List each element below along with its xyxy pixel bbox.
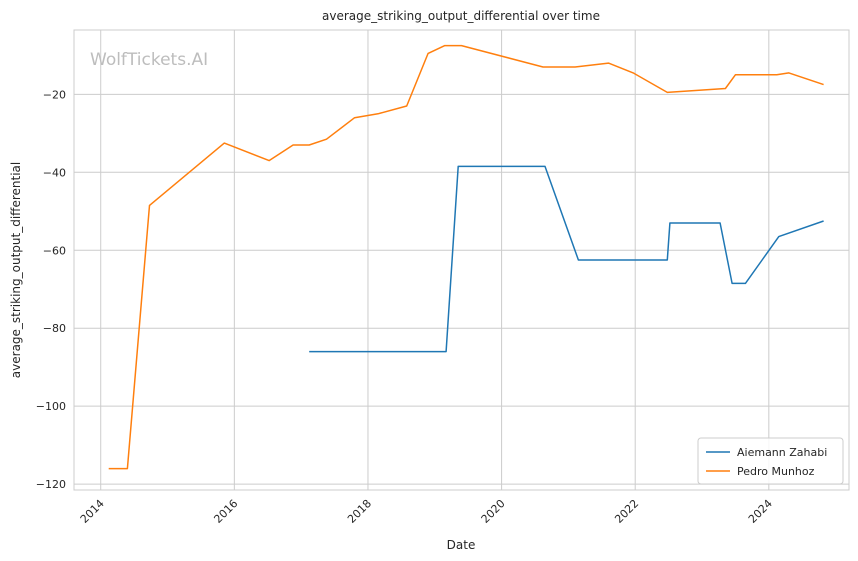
legend-box — [697, 437, 844, 485]
y-tick-label: −80 — [43, 322, 66, 335]
y-tick-label: −60 — [43, 244, 66, 257]
plot-area-frame — [73, 29, 850, 491]
chart-title: average_striking_output_differential ove… — [322, 9, 600, 23]
y-tick-label: −100 — [36, 400, 66, 413]
x-axis-title: Date — [447, 538, 476, 552]
y-axis-ticks: −120 −100 −80 −60 −40 −20 — [36, 88, 66, 491]
legend-label-pedro-munhoz: Pedro Munhoz — [737, 465, 815, 478]
series-lines — [108, 44, 824, 470]
y-tick-label: −120 — [36, 478, 66, 491]
legend: Aiemann Zahabi Pedro Munhoz — [697, 437, 844, 485]
y-axis-title: average_striking_output_differential — [9, 162, 23, 378]
y-tick-label: −40 — [43, 166, 66, 179]
legend-label-aiemann-zahabi: Aiemann Zahabi — [737, 446, 827, 459]
series-line-aiemann-zahabi — [309, 165, 824, 353]
series-line-pedro-munhoz — [108, 44, 824, 470]
y-tick-label: −20 — [43, 88, 66, 101]
watermark-text: WolfTickets.AI — [90, 50, 208, 70]
